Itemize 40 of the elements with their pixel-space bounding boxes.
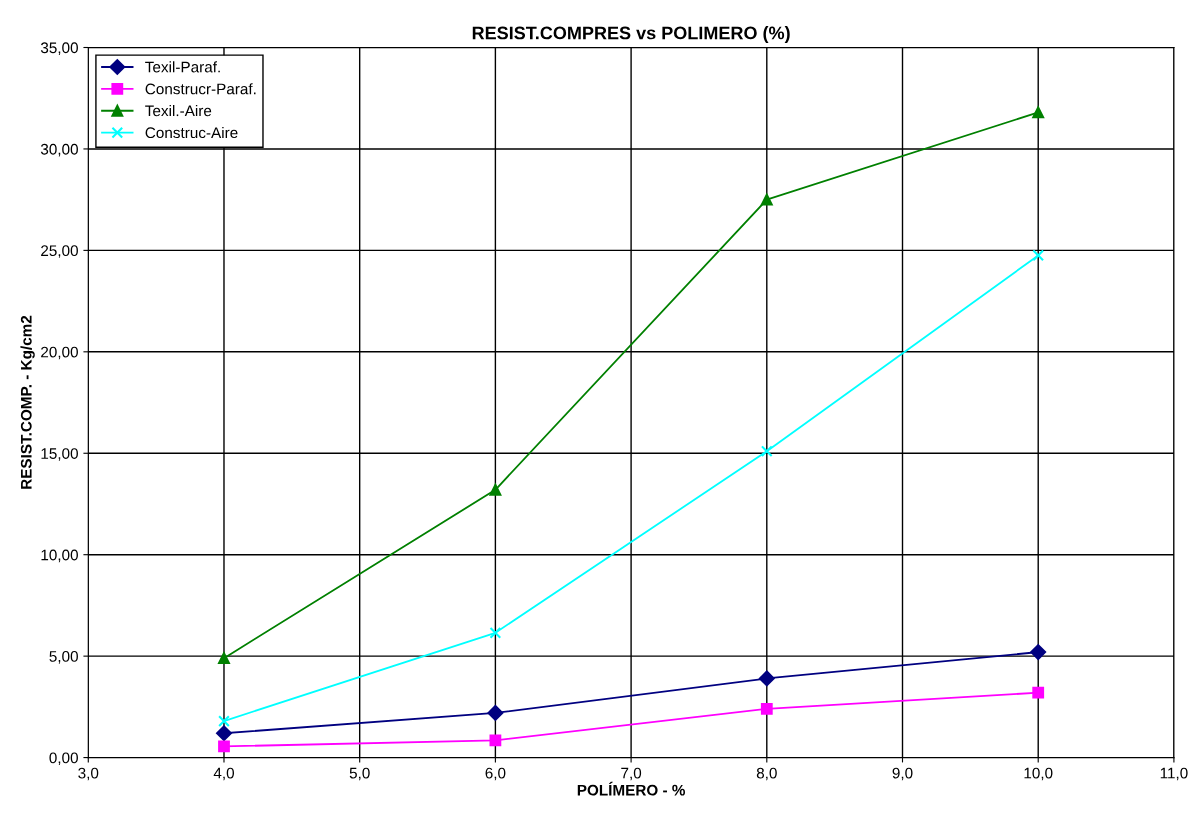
point: [1032, 686, 1045, 699]
y-tick-label: 10,00: [41, 549, 78, 563]
y-tick-label: 5,00: [49, 651, 78, 664]
x-tick-label: 9,0: [892, 767, 913, 781]
legend-label: Texil-Paraf.: [145, 61, 220, 73]
y-axis-title: RESIST.COMP. - Kg/cm2: [20, 315, 35, 489]
x-tick-label: 3,0: [78, 767, 99, 781]
y-tick-label: 35,00: [40, 42, 78, 55]
point: [218, 740, 230, 753]
y-tick-label: 30,00: [40, 143, 78, 157]
point: [760, 193, 773, 206]
point: [218, 715, 230, 727]
point: [216, 725, 232, 742]
point: [760, 702, 773, 715]
point: [760, 445, 773, 458]
point: [489, 734, 502, 747]
y-tick-label: 15,00: [41, 448, 78, 461]
x-tick-label: 8,0: [756, 767, 777, 781]
y-tick-label: 0,00: [49, 752, 78, 766]
point: [487, 705, 504, 721]
x-tick-label: 6,0: [485, 767, 506, 781]
y-tick-label: 20,00: [41, 346, 78, 360]
x-axis-title: POLÍMERO - %: [577, 781, 686, 796]
x-tick-label: 4,0: [213, 767, 235, 781]
point: [489, 626, 502, 639]
x-tick-label: 11,0: [1160, 767, 1188, 781]
point: [758, 670, 775, 687]
x-tick-label: 7,0: [621, 767, 642, 781]
point: [489, 483, 502, 496]
point: [1030, 644, 1047, 660]
legend-label: Construcr-Paraf.: [145, 83, 256, 95]
chart-title: RESIST.COMPRES vs POLIMERO (%): [472, 26, 790, 43]
y-tick-label: 25,00: [41, 245, 78, 258]
point: [1032, 106, 1045, 119]
point: [1032, 249, 1045, 262]
legend-label: Construc-Aire: [145, 126, 238, 139]
legend-label: Texil.-Aire: [145, 105, 212, 117]
x-tick-label: 10,0: [1024, 767, 1053, 781]
point: [218, 652, 230, 665]
x-tick-label: 5,0: [349, 767, 370, 781]
